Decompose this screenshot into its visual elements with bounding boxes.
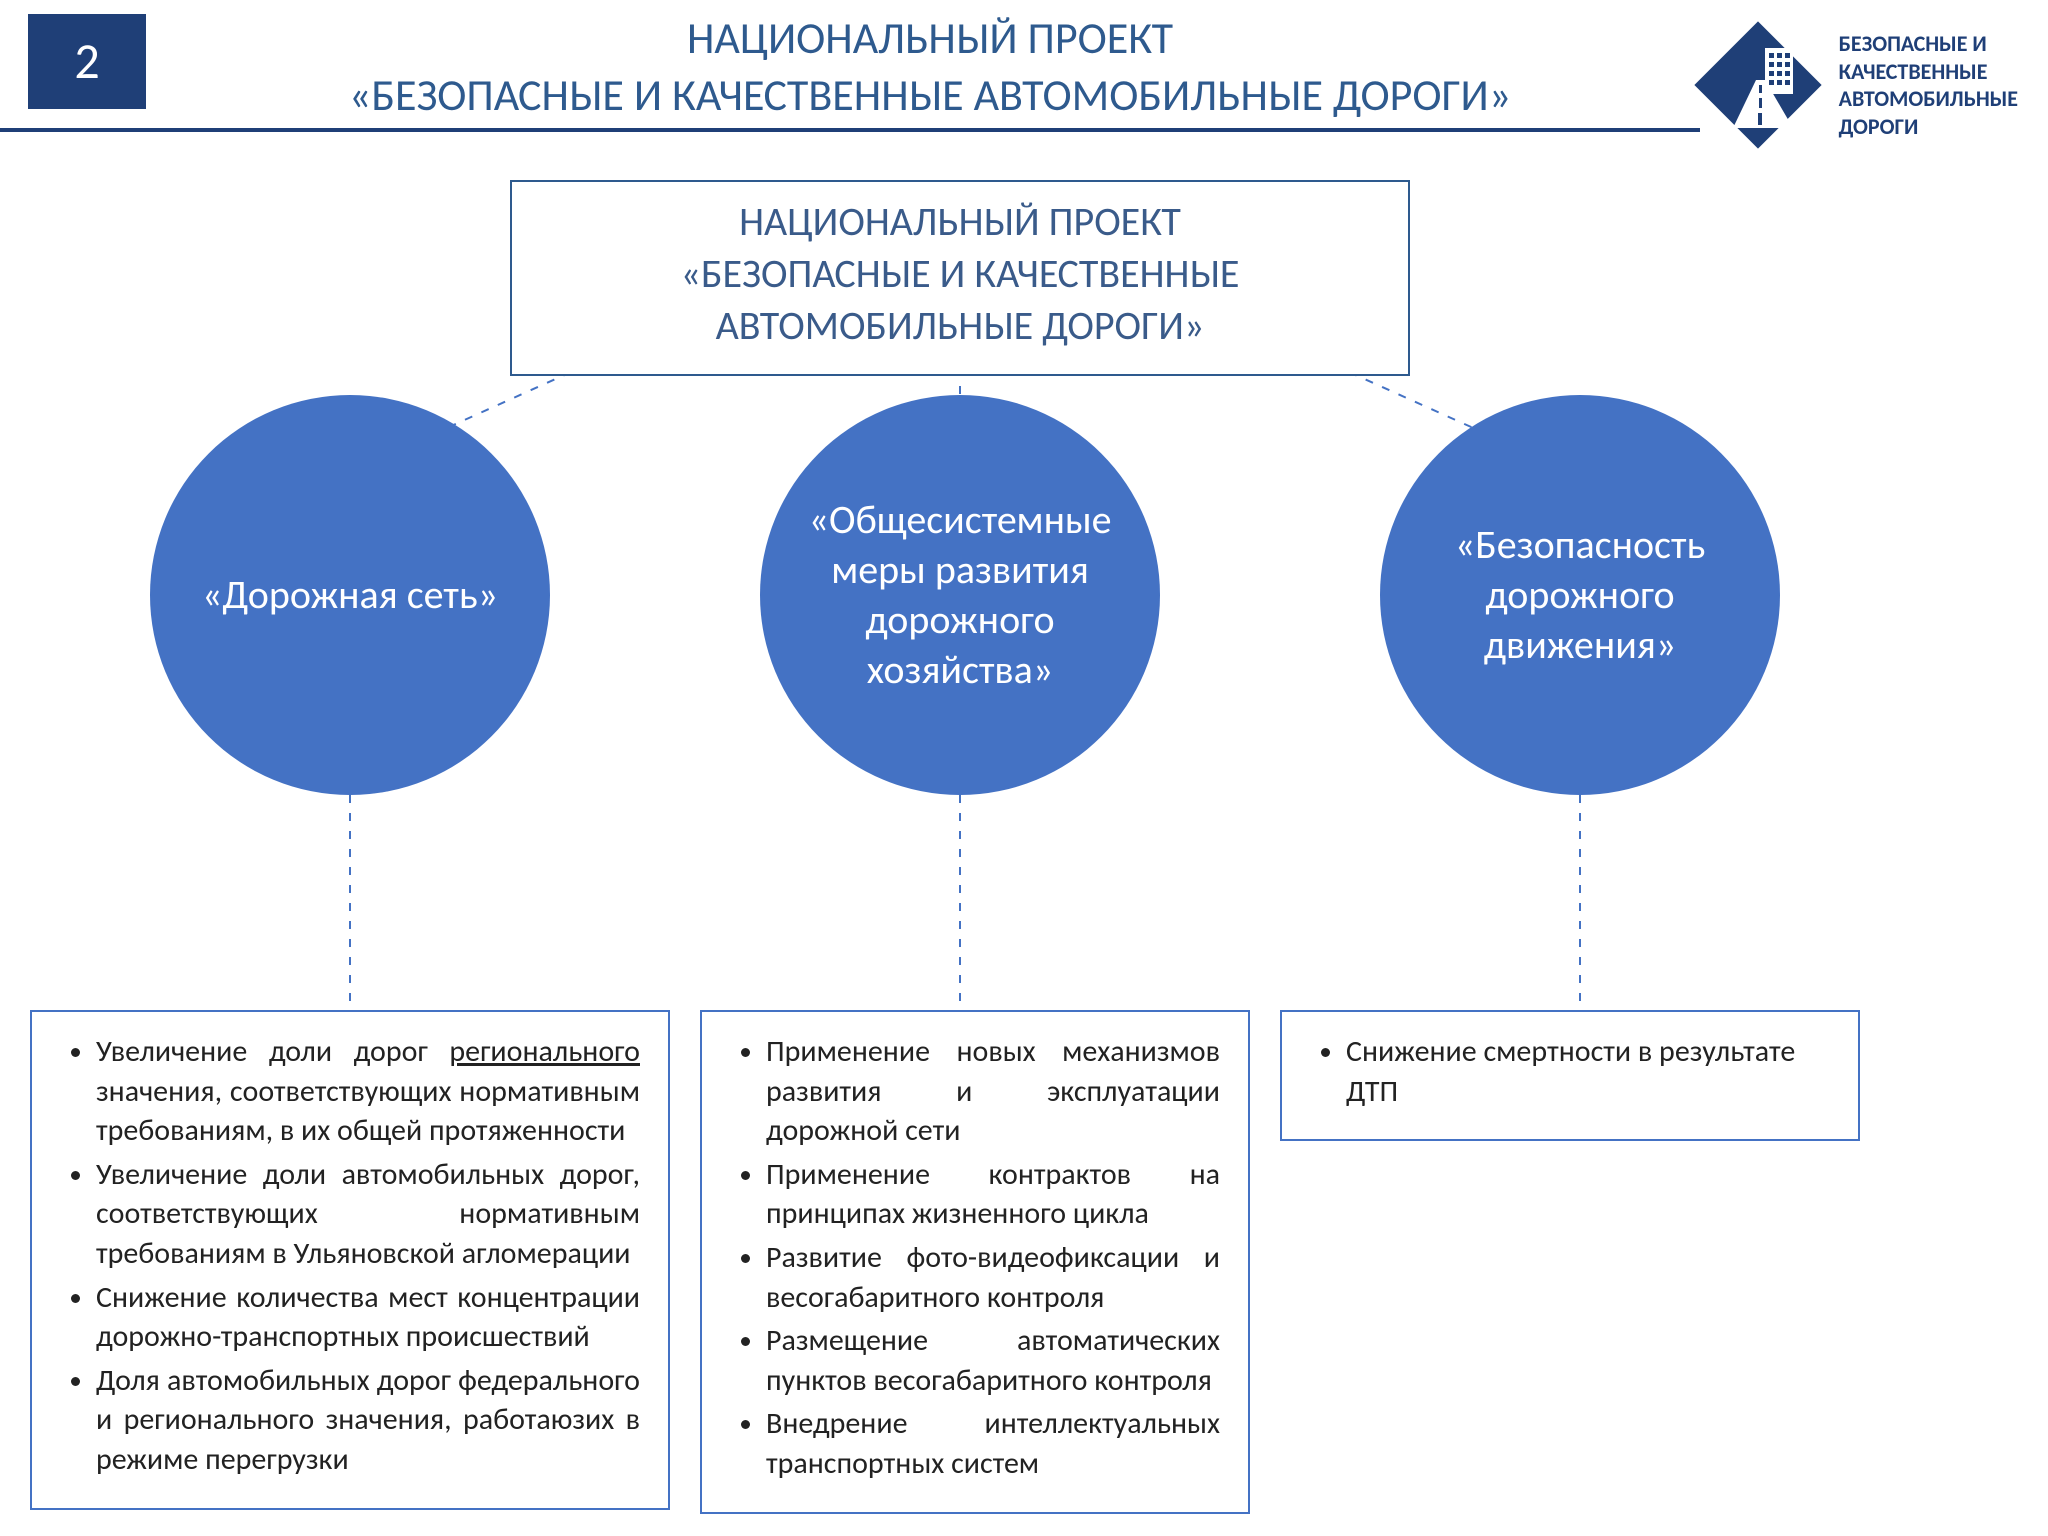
page-title-line2: «БЕЗОПАСНЫЕ И КАЧЕСТВЕННЫЕ АВТОМОБИЛЬНЫЕ…: [349, 68, 1511, 122]
root-box-l3: АВТОМОБИЛЬНЫЕ ДОРОГИ»: [716, 301, 1205, 350]
underlined-word: регионального: [449, 1033, 640, 1070]
circle-road-safety: «Безопасность дорожного движения»: [1380, 395, 1780, 795]
list-item: Увеличение доли дорог регионального знач…: [96, 1032, 640, 1151]
circle-system-measures: «Общесистемные меры развития дорожного х…: [760, 395, 1160, 795]
logo: БЕЗОПАСНЫЕ И КАЧЕСТВЕННЫЕ АВТОМОБИЛЬНЫЕ …: [1693, 20, 2018, 150]
details-list-3: Снижение смертности в результате ДТП: [1310, 1032, 1830, 1111]
list-text: Увеличение доли дорог: [96, 1033, 449, 1070]
list-text: значения, соответствующих нормативным тр…: [96, 1073, 640, 1150]
circle-3-label: «Безопасность дорожного движения»: [1410, 520, 1750, 670]
logo-text-l4: ДОРОГИ: [1839, 113, 1919, 140]
list-item: Снижение смертности в результате ДТП: [1346, 1032, 1830, 1111]
logo-text-l2: КАЧЕСТВЕННЫЕ: [1839, 58, 1988, 85]
list-item: Внедрение интеллектуальных транспортных …: [766, 1404, 1220, 1483]
list-item: Увеличение доли автомобильных дорог, соо…: [96, 1155, 640, 1274]
page-number-badge: 2: [28, 14, 146, 109]
root-box-l2: «БЕЗОПАСНЫЕ И КАЧЕСТВЕННЫЕ: [681, 249, 1240, 298]
header-divider: [0, 128, 1700, 132]
list-item: Доля автомобильных дорог федерального и …: [96, 1361, 640, 1480]
logo-text-l1: БЕЗОПАСНЫЕ И: [1839, 30, 1987, 57]
circle-2-label: «Общесистемные меры развития дорожного х…: [790, 495, 1130, 695]
list-item: Применение новых механизмов развития и э…: [766, 1032, 1220, 1151]
root-box-l1: НАЦИОНАЛЬНЫЙ ПРОЕКТ: [739, 197, 1181, 246]
details-box-3: Снижение смертности в результате ДТП: [1280, 1010, 1860, 1141]
details-list-2: Применение новых механизмов развития и э…: [730, 1032, 1220, 1484]
details-box-1: Увеличение доли дорог регионального знач…: [30, 1010, 670, 1510]
details-box-2: Применение новых механизмов развития и э…: [700, 1010, 1250, 1514]
list-item: Размещение автоматических пунктов весога…: [766, 1321, 1220, 1400]
list-item: Применение контрактов на принципах жизне…: [766, 1155, 1220, 1234]
circle-1-label: «Дорожная сеть»: [202, 570, 498, 620]
page-title: НАЦИОНАЛЬНЫЙ ПРОЕКТ «БЕЗОПАСНЫЕ И КАЧЕСТ…: [180, 10, 1680, 124]
circle-road-network: «Дорожная сеть»: [150, 395, 550, 795]
diagram-root-box: НАЦИОНАЛЬНЫЙ ПРОЕКТ «БЕЗОПАСНЫЕ И КАЧЕСТ…: [510, 180, 1410, 376]
page-title-line1: НАЦИОНАЛЬНЫЙ ПРОЕКТ: [687, 11, 1173, 65]
details-list-1: Увеличение доли дорог регионального знач…: [60, 1032, 640, 1480]
logo-text-l3: АВТОМОБИЛЬНЫЕ: [1839, 85, 2018, 112]
list-item: Снижение количества мест концентрации до…: [96, 1278, 640, 1357]
list-item: Развитие фото-видеофиксации и весогабари…: [766, 1238, 1220, 1317]
logo-icon: [1693, 20, 1823, 150]
logo-text: БЕЗОПАСНЫЕ И КАЧЕСТВЕННЫЕ АВТОМОБИЛЬНЫЕ …: [1839, 30, 2018, 140]
